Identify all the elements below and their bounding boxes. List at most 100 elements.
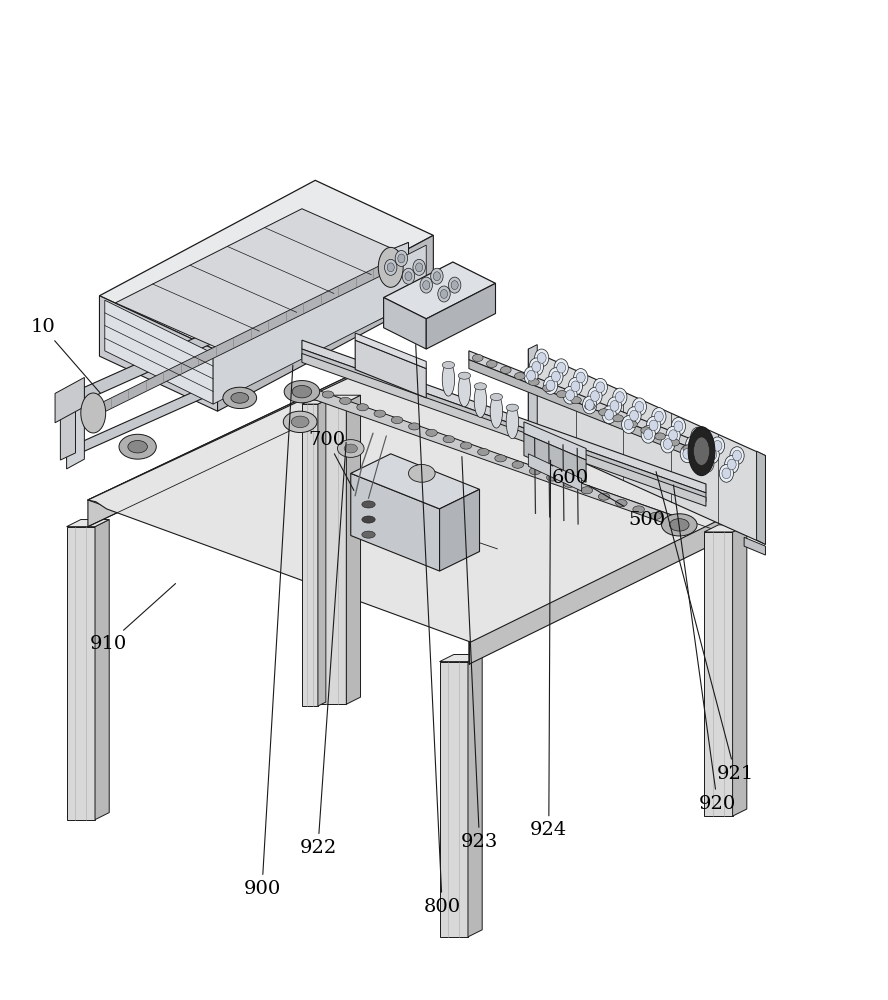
Ellipse shape <box>501 366 511 374</box>
Ellipse shape <box>431 268 443 284</box>
Polygon shape <box>704 525 747 532</box>
Polygon shape <box>67 527 95 820</box>
Text: 10: 10 <box>30 318 100 393</box>
Ellipse shape <box>305 385 316 392</box>
Polygon shape <box>95 520 109 820</box>
Text: 920: 920 <box>673 485 736 813</box>
Ellipse shape <box>438 286 450 302</box>
Ellipse shape <box>524 367 538 385</box>
Polygon shape <box>302 385 679 528</box>
Ellipse shape <box>613 388 627 406</box>
Ellipse shape <box>442 362 455 396</box>
Ellipse shape <box>549 368 563 385</box>
Ellipse shape <box>81 393 106 433</box>
Ellipse shape <box>344 444 357 453</box>
Ellipse shape <box>596 382 605 393</box>
Polygon shape <box>384 298 426 349</box>
Text: 600: 600 <box>551 464 589 487</box>
Polygon shape <box>302 353 706 506</box>
Ellipse shape <box>420 277 432 293</box>
Ellipse shape <box>733 450 741 461</box>
Ellipse shape <box>669 439 679 446</box>
Ellipse shape <box>705 446 719 464</box>
Polygon shape <box>302 400 326 404</box>
Polygon shape <box>524 422 586 460</box>
Polygon shape <box>88 377 733 642</box>
Ellipse shape <box>663 439 672 449</box>
Ellipse shape <box>661 435 675 453</box>
Polygon shape <box>213 245 426 404</box>
Ellipse shape <box>423 281 430 290</box>
Polygon shape <box>733 525 747 816</box>
Ellipse shape <box>581 487 592 494</box>
Ellipse shape <box>610 401 619 411</box>
Ellipse shape <box>700 455 714 472</box>
Polygon shape <box>218 235 433 411</box>
Ellipse shape <box>563 386 577 404</box>
Ellipse shape <box>650 512 662 519</box>
Ellipse shape <box>599 493 610 500</box>
Ellipse shape <box>635 401 644 412</box>
Ellipse shape <box>361 516 375 523</box>
Polygon shape <box>99 296 218 411</box>
Ellipse shape <box>593 378 607 396</box>
Ellipse shape <box>528 379 539 386</box>
Ellipse shape <box>398 254 405 263</box>
Ellipse shape <box>585 400 594 410</box>
Polygon shape <box>528 345 537 447</box>
Ellipse shape <box>402 268 415 284</box>
Ellipse shape <box>576 372 585 383</box>
Ellipse shape <box>374 410 385 417</box>
Polygon shape <box>440 662 468 937</box>
Ellipse shape <box>416 263 423 272</box>
Ellipse shape <box>564 480 575 487</box>
Ellipse shape <box>622 416 636 433</box>
Ellipse shape <box>474 384 487 417</box>
Ellipse shape <box>442 361 455 369</box>
Ellipse shape <box>339 397 351 404</box>
Ellipse shape <box>460 442 472 449</box>
Ellipse shape <box>667 519 678 526</box>
Text: 900: 900 <box>243 365 293 898</box>
Ellipse shape <box>546 380 555 391</box>
Ellipse shape <box>694 431 702 441</box>
Ellipse shape <box>571 397 582 404</box>
Polygon shape <box>302 349 706 502</box>
Ellipse shape <box>646 417 661 434</box>
Ellipse shape <box>495 455 506 462</box>
Ellipse shape <box>443 436 455 443</box>
Ellipse shape <box>433 272 440 281</box>
Ellipse shape <box>543 377 558 394</box>
Ellipse shape <box>322 391 334 398</box>
Text: 921: 921 <box>656 472 754 783</box>
Ellipse shape <box>223 387 257 409</box>
Ellipse shape <box>613 415 623 422</box>
Ellipse shape <box>361 501 375 508</box>
Ellipse shape <box>633 506 645 513</box>
Ellipse shape <box>408 464 435 482</box>
Polygon shape <box>355 340 426 398</box>
Ellipse shape <box>624 419 633 430</box>
Ellipse shape <box>670 519 689 531</box>
Ellipse shape <box>686 436 700 454</box>
Ellipse shape <box>725 456 739 473</box>
Ellipse shape <box>490 393 503 401</box>
Ellipse shape <box>654 411 663 422</box>
Polygon shape <box>67 386 84 469</box>
Ellipse shape <box>627 421 638 428</box>
Polygon shape <box>115 209 408 350</box>
Ellipse shape <box>543 385 553 392</box>
Ellipse shape <box>474 383 487 390</box>
Polygon shape <box>524 433 586 482</box>
Text: 910: 910 <box>90 584 176 653</box>
Ellipse shape <box>641 425 655 443</box>
Polygon shape <box>318 400 326 706</box>
Ellipse shape <box>337 440 364 457</box>
Polygon shape <box>88 376 731 638</box>
Ellipse shape <box>529 468 541 475</box>
Ellipse shape <box>708 449 717 460</box>
Ellipse shape <box>630 410 638 421</box>
Ellipse shape <box>557 391 567 398</box>
Polygon shape <box>469 509 731 664</box>
Ellipse shape <box>395 250 408 266</box>
